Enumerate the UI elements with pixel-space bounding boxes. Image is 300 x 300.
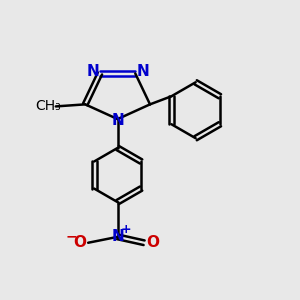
Text: N: N	[112, 113, 124, 128]
Text: O: O	[73, 235, 86, 250]
Text: N: N	[112, 229, 124, 244]
Text: −: −	[66, 229, 77, 243]
Text: +: +	[121, 223, 131, 236]
Text: N: N	[86, 64, 99, 79]
Text: CH₃: CH₃	[35, 99, 61, 113]
Text: O: O	[146, 235, 159, 250]
Text: N: N	[136, 64, 149, 79]
